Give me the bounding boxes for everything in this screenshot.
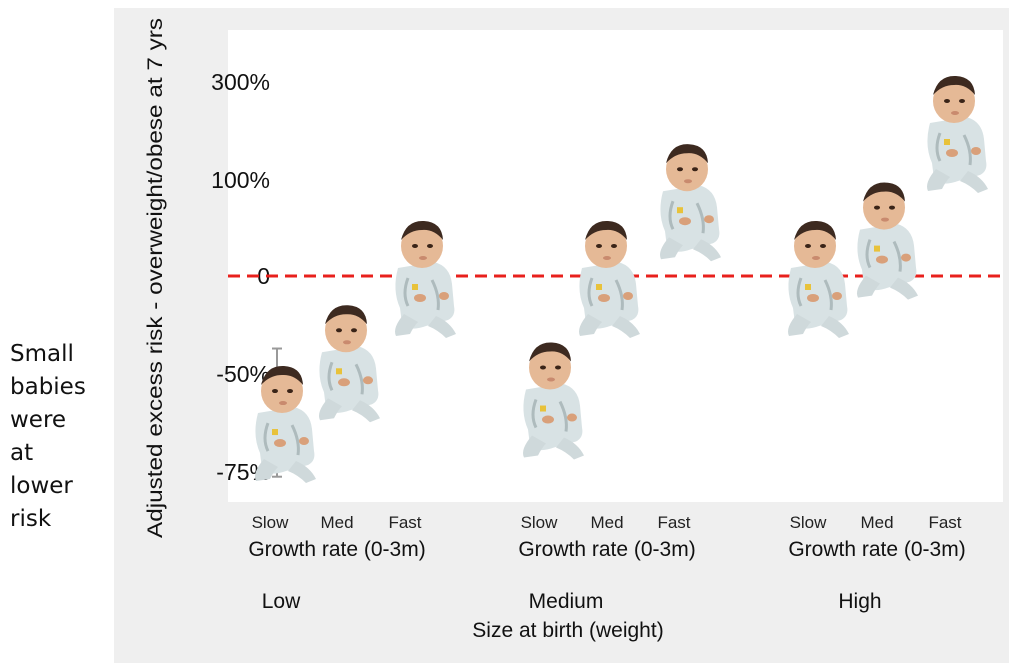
group-label-medium: Medium <box>529 590 604 613</box>
y-tick-label: 0 <box>257 263 270 289</box>
x-tick-label: Slow <box>252 513 290 532</box>
x-tick-label: Med <box>590 513 623 532</box>
x-tick-label: Fast <box>928 513 961 532</box>
side-note-line: at <box>10 440 34 466</box>
y-tick-label: 100% <box>211 167 270 193</box>
x-axis-labels: Slow Med Fast Growth rate (0-3m) Slow Med Fast… <box>248 513 965 561</box>
y-tick-label: 300% <box>211 69 270 95</box>
y-axis-ticks: 300%100%0-50%-75% <box>211 69 270 485</box>
x-axis-title: Size at birth (weight) <box>472 619 663 642</box>
side-note-line: lower <box>10 473 73 499</box>
side-note-line: Small <box>10 341 74 367</box>
group-label-high: High <box>838 590 881 613</box>
group-sublabel: Growth rate (0-3m) <box>788 538 965 561</box>
x-tick-label: Med <box>320 513 353 532</box>
group-label-low: Low <box>262 590 301 613</box>
side-note-line: babies <box>10 374 86 400</box>
y-axis-label: Adjusted excess risk - overweight/obese … <box>144 18 167 538</box>
group-sublabel: Growth rate (0-3m) <box>518 538 695 561</box>
side-note: Small babies were at lower risk <box>10 338 110 536</box>
y-tick-label: -50% <box>216 361 270 387</box>
side-note-line: were <box>10 407 67 433</box>
x-tick-label: Fast <box>388 513 421 532</box>
x-tick-label: Slow <box>521 513 559 532</box>
side-note-line: risk <box>10 506 52 532</box>
x-tick-label: Fast <box>657 513 690 532</box>
x-tick-label: Med <box>860 513 893 532</box>
group-sublabel: Growth rate (0-3m) <box>248 538 425 561</box>
x-tick-label: Slow <box>790 513 828 532</box>
